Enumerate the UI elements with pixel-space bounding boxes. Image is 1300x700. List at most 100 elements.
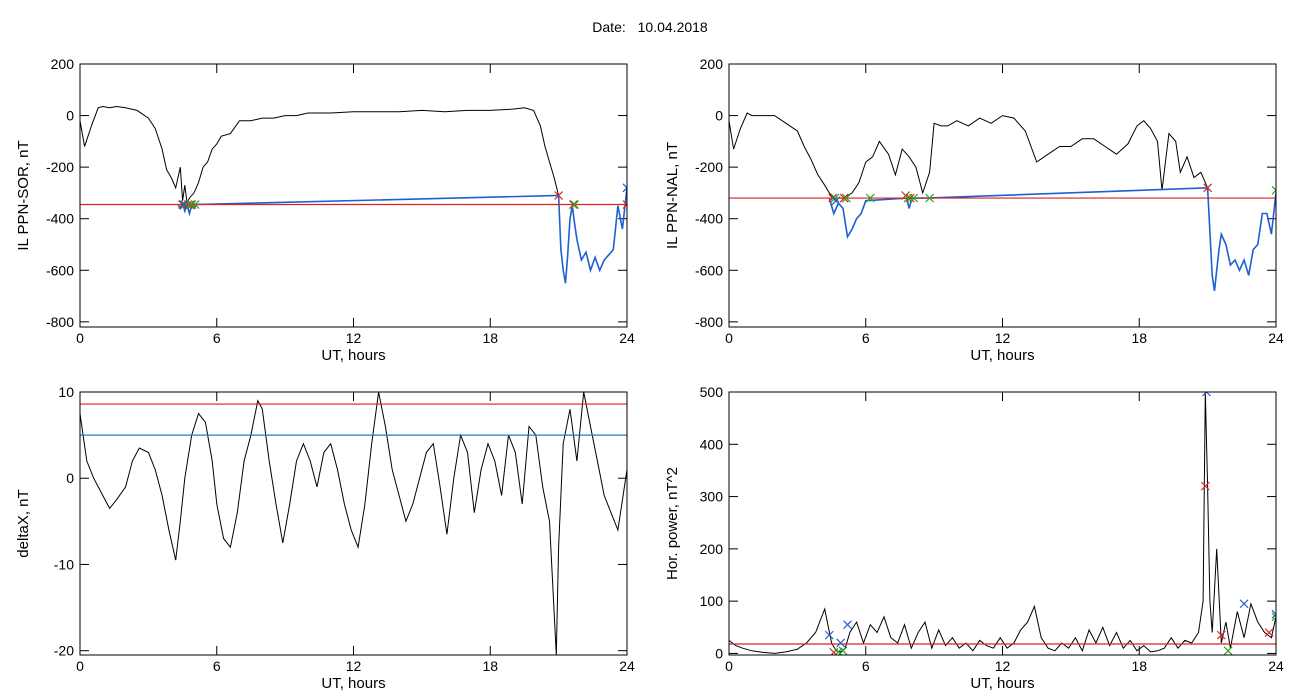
- marker-stroke-b: [843, 620, 852, 630]
- series-line: [729, 112, 1209, 199]
- x-tick-label: 18: [482, 330, 498, 346]
- x-axis-title: UT, hours: [321, 347, 385, 364]
- marker-stroke-b: [1216, 630, 1226, 640]
- y-tick-label: 500: [700, 384, 724, 400]
- event-marker: [1264, 628, 1274, 637]
- event-marker: [836, 638, 846, 648]
- y-tick-label: -600: [46, 262, 74, 278]
- x-tick-label: 6: [213, 658, 221, 674]
- x-tick-label: 6: [862, 330, 870, 346]
- event-marker: [838, 646, 848, 655]
- event-marker: [179, 200, 189, 209]
- marker-stroke-b: [831, 196, 841, 206]
- marker-stroke-b: [554, 191, 564, 200]
- y-tick-label: 10: [58, 384, 74, 400]
- x-tick-label: 6: [213, 330, 221, 346]
- x-axis-title: UT, hours: [970, 675, 1034, 692]
- marker-stroke-a: [622, 183, 627, 189]
- date-label: Date:: [592, 19, 626, 35]
- event-marker: [909, 193, 919, 203]
- event-marker: [1271, 612, 1276, 622]
- x-tick-label: 18: [1131, 330, 1147, 346]
- marker-stroke-b: [1203, 183, 1213, 193]
- y-tick-label: 200: [700, 541, 724, 557]
- marker-stroke-b: [1271, 613, 1276, 619]
- x-tick-label: 0: [76, 658, 84, 674]
- panel-deltax: 0 6 12 18 24 -20 -10 0 10 UT, hours deltaX, nT: [15, 384, 635, 692]
- series-line: [729, 392, 1276, 654]
- event-marker: [1200, 481, 1210, 491]
- x-tick-label: 12: [346, 658, 362, 674]
- marker-stroke-b: [1202, 392, 1208, 397]
- marker-stroke-b: [830, 193, 840, 203]
- x-tick-label: 18: [1131, 658, 1147, 674]
- y-tick-label: 0: [66, 108, 74, 124]
- event-marker: [554, 191, 564, 200]
- y-tick-label: -200: [695, 159, 723, 175]
- event-marker: [622, 183, 627, 193]
- series-line: [177, 187, 627, 284]
- event-marker: [1216, 630, 1226, 640]
- event-marker: [1239, 599, 1249, 609]
- marker-stroke-b: [1223, 646, 1233, 655]
- y-tick-label: 200: [51, 56, 75, 72]
- y-tick-label: 0: [715, 108, 723, 124]
- y-tick-label: -20: [54, 643, 74, 659]
- event-marker: [839, 193, 849, 203]
- figure-title: Date: 10.04.2018: [0, 19, 1300, 35]
- y-axis-title: deltaX, nT: [15, 489, 32, 557]
- marker-stroke-b: [570, 200, 580, 209]
- event-marker: [1271, 609, 1276, 619]
- x-tick-label: 24: [619, 658, 635, 674]
- marker-stroke-b: [824, 630, 834, 640]
- y-tick-label: -10: [54, 556, 74, 572]
- marker-stroke-b: [838, 646, 848, 655]
- marker-stroke-b: [1200, 481, 1210, 491]
- x-tick-label: 24: [619, 330, 635, 346]
- series-line: [828, 186, 1276, 292]
- event-marker: [187, 200, 197, 209]
- marker-stroke-a: [1205, 392, 1211, 397]
- event-marker: [831, 196, 841, 206]
- event-marker: [841, 193, 851, 203]
- x-tick-label: 24: [1268, 658, 1284, 674]
- plot-frame: [79, 391, 628, 656]
- marker-stroke-b: [909, 193, 919, 203]
- x-tick-label: 0: [725, 658, 733, 674]
- x-axis-title: UT, hours: [970, 347, 1034, 364]
- y-tick-label: -400: [46, 211, 74, 227]
- y-tick-label: 0: [66, 470, 74, 486]
- x-tick-label: 18: [482, 658, 498, 674]
- marker-stroke-a: [1271, 609, 1276, 616]
- event-marker: [830, 193, 840, 203]
- x-tick-label: 12: [995, 330, 1011, 346]
- marker-stroke-b: [622, 203, 627, 209]
- x-tick-label: 0: [76, 330, 84, 346]
- y-tick-label: 0: [715, 645, 723, 661]
- panel-hor-power: 0 6 12 18 24 0 100 200 300 400 500 UT, hours Hor. po…: [664, 384, 1284, 692]
- event-marker: [622, 200, 627, 209]
- marker-stroke-b: [190, 200, 200, 209]
- marker-stroke-b: [1239, 599, 1249, 609]
- y-axis-title: IL PPN-SOR, nT: [15, 140, 32, 250]
- marker-stroke-b: [179, 200, 189, 209]
- y-tick-label: 200: [700, 56, 724, 72]
- y-tick-label: 300: [700, 489, 724, 505]
- plot-frame: [728, 391, 1277, 656]
- y-tick-label: 100: [700, 593, 724, 609]
- event-marker: [905, 193, 915, 203]
- panel-il-ppn-sor: 0 6 12 18 24 -800 -600 -400 -200 0 200 UT, hours IL …: [15, 56, 635, 364]
- y-axis-title: Hor. power, nT^2: [664, 467, 681, 580]
- marker-stroke-b: [187, 200, 197, 209]
- panel-il-ppn-nal: 0 6 12 18 24 -800 -600 -400 -200 0 200 UT, hours IL …: [664, 56, 1284, 364]
- plot-frame: [728, 63, 1277, 328]
- event-marker: [569, 200, 578, 209]
- marker-stroke-a: [1271, 612, 1276, 618]
- y-axis-title: IL PPN-NAL, nT: [664, 142, 681, 249]
- marker-stroke-b: [1264, 628, 1274, 637]
- marker-stroke-b: [905, 193, 915, 203]
- event-marker: [1223, 646, 1233, 655]
- series-line: [80, 392, 627, 655]
- marker-stroke-a: [1271, 185, 1276, 192]
- marker-stroke-b: [839, 193, 849, 203]
